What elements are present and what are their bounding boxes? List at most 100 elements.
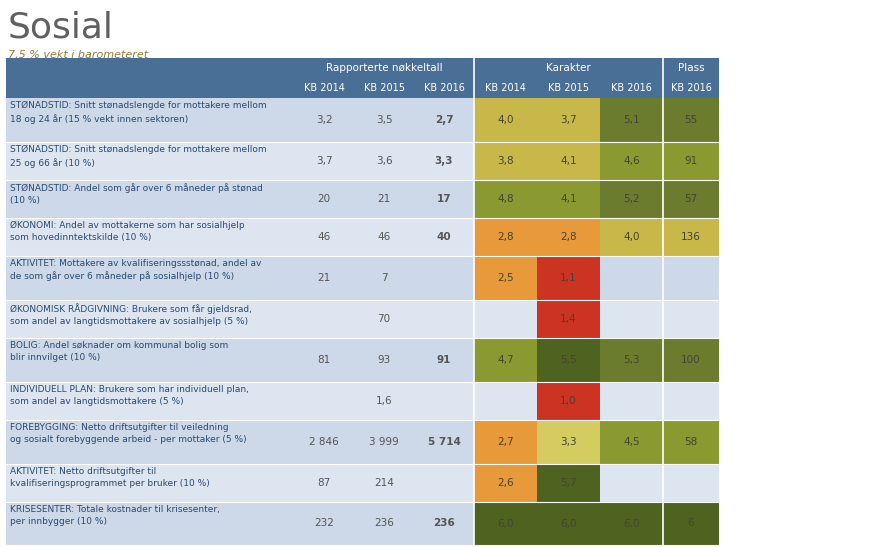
Bar bbox=[414, 142, 474, 180]
Bar bbox=[663, 382, 719, 420]
Bar bbox=[663, 98, 719, 142]
Bar bbox=[537, 98, 600, 142]
Bar bbox=[663, 464, 719, 502]
Text: 1,1: 1,1 bbox=[560, 273, 577, 283]
Bar bbox=[294, 338, 354, 382]
Text: 3,3: 3,3 bbox=[560, 437, 577, 447]
Text: 236: 236 bbox=[374, 519, 394, 528]
Text: 1,0: 1,0 bbox=[560, 396, 577, 406]
Bar bbox=[474, 338, 537, 382]
Bar bbox=[294, 382, 354, 420]
Text: 17: 17 bbox=[436, 194, 452, 204]
Text: ØKONOMI: Andel av mottakerne som har sosialhjelp
som hovedinntektskilde (10 %): ØKONOMI: Andel av mottakerne som har sos… bbox=[10, 221, 245, 242]
Text: 40: 40 bbox=[436, 232, 452, 242]
Text: 214: 214 bbox=[374, 478, 394, 488]
Text: ØKONOMISK RÅDGIVNING: Brukere som får gjeldsrad,
som andel av langtidsmottakere : ØKONOMISK RÅDGIVNING: Brukere som får gj… bbox=[10, 303, 252, 326]
Bar bbox=[294, 142, 354, 180]
Bar bbox=[6, 142, 294, 180]
Text: 100: 100 bbox=[681, 355, 701, 365]
Text: 5,5: 5,5 bbox=[560, 355, 577, 365]
Bar bbox=[600, 256, 663, 300]
Bar bbox=[600, 502, 663, 545]
Bar bbox=[474, 338, 537, 382]
Bar bbox=[474, 58, 663, 78]
Bar bbox=[354, 142, 414, 180]
Bar bbox=[6, 502, 294, 545]
Bar bbox=[537, 256, 600, 300]
Text: Plass: Plass bbox=[677, 63, 704, 73]
Text: Karakter: Karakter bbox=[547, 63, 590, 73]
Text: 2,8: 2,8 bbox=[560, 232, 577, 242]
Bar bbox=[537, 218, 600, 256]
Text: 3,7: 3,7 bbox=[560, 115, 577, 125]
Bar bbox=[414, 338, 474, 382]
Text: Sosial: Sosial bbox=[8, 10, 114, 44]
Bar bbox=[600, 142, 663, 180]
Bar bbox=[354, 382, 414, 420]
Text: 4,6: 4,6 bbox=[624, 156, 640, 166]
Bar bbox=[474, 464, 537, 502]
Bar bbox=[354, 98, 414, 142]
Bar bbox=[600, 218, 663, 256]
Bar bbox=[474, 142, 537, 180]
Text: 3,8: 3,8 bbox=[497, 156, 513, 166]
Bar bbox=[537, 142, 600, 180]
Text: 4,5: 4,5 bbox=[624, 437, 640, 447]
Text: 46: 46 bbox=[377, 232, 391, 242]
Bar bbox=[600, 502, 663, 545]
Bar bbox=[537, 502, 600, 545]
Bar bbox=[414, 502, 474, 545]
Bar bbox=[474, 218, 537, 256]
Text: 136: 136 bbox=[681, 232, 701, 242]
Text: 58: 58 bbox=[685, 437, 698, 447]
Bar bbox=[600, 98, 663, 142]
Bar bbox=[474, 420, 537, 464]
Bar bbox=[6, 98, 294, 142]
Bar bbox=[663, 420, 719, 464]
Text: INDIVIDUELL PLAN: Brukere som har individuell plan,
som andel av langtidsmottake: INDIVIDUELL PLAN: Brukere som har indivi… bbox=[10, 385, 249, 406]
Text: 91: 91 bbox=[685, 156, 698, 166]
Text: KB 2014: KB 2014 bbox=[304, 83, 344, 93]
Bar bbox=[600, 420, 663, 464]
Bar bbox=[6, 464, 294, 502]
Bar bbox=[537, 338, 600, 382]
Text: 4,7: 4,7 bbox=[497, 355, 513, 365]
Text: 7,5 % vekt i barometeret: 7,5 % vekt i barometeret bbox=[8, 50, 148, 60]
Text: KB 2015: KB 2015 bbox=[548, 83, 589, 93]
Bar bbox=[474, 256, 537, 300]
Bar bbox=[600, 338, 663, 382]
Text: 3,7: 3,7 bbox=[315, 156, 332, 166]
Text: STØNADSTID: Andel som går over 6 måneder på stønad
(10 %): STØNADSTID: Andel som går over 6 måneder… bbox=[10, 183, 263, 205]
Bar bbox=[663, 142, 719, 180]
Text: 5,1: 5,1 bbox=[624, 115, 640, 125]
Text: 7: 7 bbox=[381, 273, 387, 283]
Bar bbox=[600, 180, 663, 218]
Bar bbox=[663, 338, 719, 382]
Bar bbox=[600, 338, 663, 382]
Bar bbox=[354, 464, 414, 502]
Text: 91: 91 bbox=[437, 355, 452, 365]
Text: KB 2016: KB 2016 bbox=[611, 83, 652, 93]
Text: 3,3: 3,3 bbox=[435, 156, 453, 166]
Bar bbox=[414, 256, 474, 300]
Bar bbox=[474, 98, 537, 142]
Bar bbox=[600, 78, 663, 98]
Bar bbox=[294, 464, 354, 502]
Bar bbox=[354, 502, 414, 545]
Bar bbox=[474, 98, 537, 142]
Bar bbox=[663, 502, 719, 545]
Bar bbox=[474, 502, 537, 545]
Bar bbox=[663, 218, 719, 256]
Text: 4,1: 4,1 bbox=[560, 194, 577, 204]
Bar bbox=[414, 382, 474, 420]
Bar bbox=[474, 180, 537, 218]
Bar bbox=[600, 382, 663, 420]
Bar bbox=[663, 502, 719, 545]
Bar bbox=[6, 420, 294, 464]
Bar bbox=[354, 180, 414, 218]
Text: 1,6: 1,6 bbox=[375, 396, 392, 406]
Text: 2,5: 2,5 bbox=[497, 273, 513, 283]
Text: 2,7: 2,7 bbox=[435, 115, 453, 125]
Bar bbox=[600, 420, 663, 464]
Bar bbox=[474, 180, 537, 218]
